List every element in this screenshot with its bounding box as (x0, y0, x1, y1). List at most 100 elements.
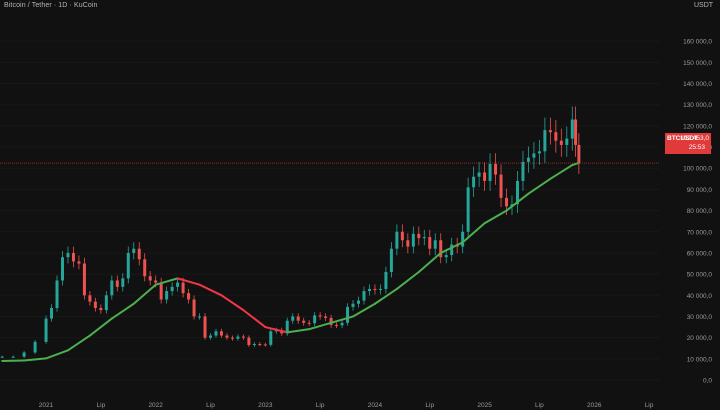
candle-body (483, 172, 487, 181)
moving-average-line (1, 161, 580, 362)
candle-body (285, 320, 289, 334)
candle-body (417, 233, 421, 239)
candle-body (537, 151, 541, 154)
candle-body (570, 119, 574, 139)
candle-body (362, 291, 366, 301)
ma-segment (417, 251, 442, 273)
ma-segment (395, 271, 420, 290)
candle-body (269, 331, 273, 345)
candle-body (214, 331, 218, 336)
candle-body (515, 180, 519, 205)
candle-body (11, 356, 15, 358)
price-axis[interactable]: 0,0 10 000,0 20 000,0 30 000,0 40 000,0 50 00… (683, 39, 712, 385)
candle-body (548, 130, 552, 133)
candle-body (132, 248, 136, 253)
candle-body (236, 336, 240, 339)
ma-segment (198, 283, 223, 297)
candle-body (44, 318, 48, 342)
candle-body (82, 263, 86, 296)
candle-body (472, 176, 476, 188)
candle-body (165, 291, 169, 300)
candle-body (99, 308, 103, 311)
time-tick-label: 2026 (587, 402, 602, 409)
candle-body (543, 130, 547, 152)
candle-body (258, 344, 262, 345)
price-tick-label: 140 000,0 (683, 81, 712, 88)
candle-body (137, 248, 141, 260)
price-tick-label: 0,0 (703, 378, 712, 385)
candle-body (565, 138, 569, 145)
candle-body (126, 252, 130, 279)
candle-body (351, 303, 355, 307)
candle-body (252, 344, 256, 346)
candle-body (526, 157, 530, 162)
candle-body (247, 337, 251, 346)
candle-body (477, 172, 481, 177)
candle-body (104, 295, 108, 311)
candle-body (521, 161, 525, 181)
candle-body (428, 237, 432, 249)
price-tick-label: 160 000,0 (683, 39, 712, 46)
candle-body (115, 280, 119, 287)
price-tick-label: 150 000,0 (683, 60, 712, 67)
ma-segment (439, 241, 464, 254)
candle-body (203, 316, 207, 338)
time-tick-label: Lip (97, 402, 106, 409)
candle-body (494, 164, 498, 175)
time-tick-label: Lip (645, 402, 654, 409)
candle-body (208, 335, 212, 338)
candle-body (154, 280, 158, 283)
chart-title: Bitcoin / Tether · 1D · KuCoin (4, 2, 98, 9)
candle-body (241, 336, 245, 338)
price-tick-label: 40 000,0 (687, 293, 713, 300)
candle-body (121, 278, 125, 287)
candle-body (466, 187, 470, 232)
candle-body (318, 315, 322, 317)
ma-segment (88, 317, 113, 337)
candle-body (291, 316, 295, 321)
ma-segment (352, 302, 376, 318)
candle-body (307, 322, 311, 324)
ma-segment (242, 309, 267, 329)
ma-segment (549, 164, 574, 180)
time-tick-label: Lip (206, 402, 215, 409)
candle-body (55, 280, 59, 308)
time-tick-label: 2022 (148, 402, 163, 409)
candle-body (50, 308, 54, 319)
ma-segment (461, 222, 486, 244)
price-tick-label: 90 000,0 (687, 187, 713, 194)
candle-body (422, 237, 426, 239)
ma-segment (527, 177, 552, 195)
candle-body (554, 132, 558, 141)
ma-segment (220, 294, 245, 312)
candle-body (159, 282, 163, 300)
time-tick-label: 2021 (39, 402, 54, 409)
candle-body (340, 322, 344, 326)
time-axis[interactable]: 2021 Lip 2022 Lip 2023 Lip 2024 Lip 2025 Lip 2026 L… (39, 402, 654, 409)
candle-body (335, 324, 339, 326)
candle-body (219, 331, 223, 336)
time-tick-label: 2024 (368, 402, 383, 409)
ma-segment (154, 277, 179, 286)
ma-segment (373, 287, 398, 305)
ma-segment (132, 283, 157, 305)
candle-body (22, 352, 26, 357)
candle-body (488, 164, 492, 181)
candle-body (574, 119, 578, 145)
candle-body (389, 248, 393, 272)
price-tick-label: 30 000,0 (687, 314, 713, 321)
candle-body (433, 240, 437, 249)
time-tick-label: 2023 (258, 402, 273, 409)
price-tick-label: 60 000,0 (687, 250, 713, 257)
ma-segment (264, 326, 289, 334)
candle-body (499, 174, 503, 198)
candle-body (225, 335, 229, 338)
candle-body (66, 252, 70, 258)
candle-body (505, 197, 509, 207)
candle-body (110, 280, 114, 296)
candle-body (450, 244, 454, 256)
time-tick-label: Lip (425, 402, 434, 409)
candle-body (357, 300, 361, 304)
candle-body (263, 344, 267, 346)
